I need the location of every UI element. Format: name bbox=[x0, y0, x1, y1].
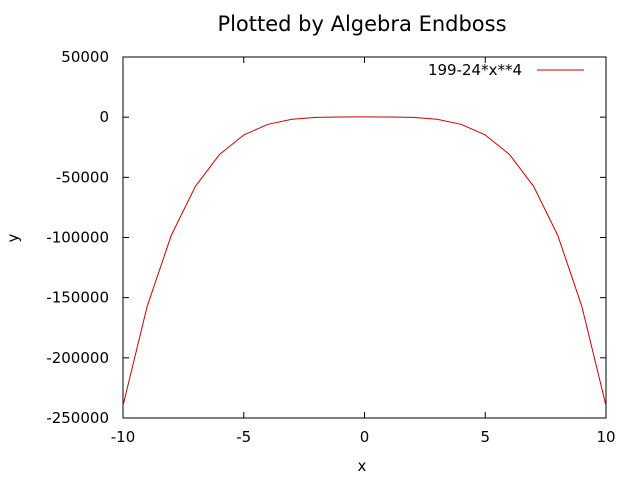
x-tick-label: 0 bbox=[360, 428, 370, 446]
series-layer bbox=[122, 116, 607, 406]
x-axis-label: x bbox=[358, 457, 367, 475]
x-tick-label: 5 bbox=[480, 428, 490, 446]
chart-title: Plotted by Algebra Endboss bbox=[217, 12, 506, 36]
x-tick-label: 10 bbox=[596, 428, 615, 446]
tick-labels: -10 -5 0 5 10 50000 0 -50000 -100000 -150000 -2000… bbox=[46, 48, 615, 446]
axis-ticks bbox=[122, 56, 607, 419]
y-tick-label: -150000 bbox=[46, 289, 109, 307]
x-tick-label: -10 bbox=[111, 428, 136, 446]
series-line bbox=[122, 116, 607, 406]
legend-label: 199-24*x**4 bbox=[428, 61, 522, 79]
y-tick-label: 50000 bbox=[61, 48, 109, 66]
y-tick-label: -100000 bbox=[46, 229, 109, 247]
y-tick-label: 0 bbox=[99, 108, 109, 126]
y-axis-label: y bbox=[4, 233, 22, 242]
y-tick-label: -200000 bbox=[46, 349, 109, 367]
y-tick-label: -50000 bbox=[56, 168, 109, 186]
x-tick-label: -5 bbox=[236, 428, 251, 446]
y-tick-label: -250000 bbox=[46, 409, 109, 427]
legend: 199-24*x**4 bbox=[428, 61, 584, 79]
plot-frame bbox=[122, 56, 607, 419]
